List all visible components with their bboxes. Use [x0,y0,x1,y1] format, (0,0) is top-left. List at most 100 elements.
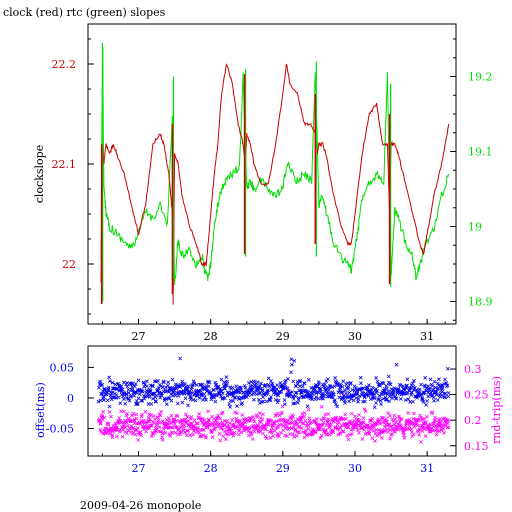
scatter-point [439,383,444,388]
scatter-point [242,384,247,388]
scatter-point [98,421,103,426]
scatter-point [260,417,265,422]
scatter-point [184,419,188,424]
scatter-point [299,426,304,430]
scatter-point [118,386,123,391]
scatter-point [370,422,374,427]
scatter-point [219,389,224,394]
scatter-point [289,370,293,375]
scatter-point [225,379,230,384]
scatter-point [346,384,351,389]
scatter-point [132,384,137,389]
slope-right-axis: 18.9 19 19.1 19.2 [450,38,493,321]
scatter-point [143,383,147,387]
scatter-point [361,420,366,425]
scatter-point [268,397,273,402]
scatter-point [109,414,113,419]
scatter-point [149,434,154,439]
scatter-point [378,398,383,403]
scatter-point [320,423,325,427]
scatter-point [336,420,341,425]
scatter-point [343,412,348,417]
scatter-point [169,421,173,426]
scatter-point [431,395,436,400]
scatter-point [226,432,230,437]
scatter-point [332,384,337,389]
scatter-point [391,390,396,394]
scatter-point [189,415,194,419]
scatter-point [142,380,146,385]
scatter-point [324,423,329,427]
scatter-point [365,385,370,390]
scatter-point [421,400,426,404]
scatter-point [240,401,245,405]
scatter-point [346,437,351,442]
scatter-point [159,384,163,389]
scatter-point [110,380,115,385]
scatter-point [167,418,172,423]
scatter-point [356,399,360,404]
scatter-point [423,375,428,380]
scatter-point [384,397,389,402]
scatter-point [293,394,298,398]
scatter-point [274,419,279,424]
scatter-point [149,402,154,406]
scatter-point [323,382,327,387]
scatter-point [265,388,270,392]
scatter-point [271,434,276,438]
scatter-point [440,386,445,390]
scatter-point [398,397,403,401]
scatter-point [223,437,228,441]
scatter-point [257,411,262,416]
scatter-point [348,381,353,385]
slope-ylabel: clockslope [33,145,46,203]
scatter-point [185,429,190,433]
scatter-point [249,430,253,435]
scatter-point [218,416,223,421]
scatter-point [381,396,386,401]
scatter-point [130,413,134,418]
scatter-point [182,423,187,428]
scatter-point [419,382,423,387]
scatter-point [333,398,337,403]
scatter-point [144,421,149,425]
scatter-point [155,415,160,420]
scatter-point [386,389,391,394]
scatter-point [360,437,365,441]
scatter-point [446,418,451,422]
scatter-point [173,430,178,435]
scatter-point [194,421,199,426]
scatter-point [240,413,245,417]
scatter-point [188,433,192,438]
scatter-point [394,396,399,400]
scatter-point [297,379,302,384]
scatter-point [204,397,208,402]
scatter-point [430,392,434,397]
scatter-point [310,432,315,437]
scatter-point [101,409,106,414]
scatter-point [123,401,128,406]
scatter-point [110,433,115,437]
slope-x-tick-label: 28 [204,330,218,343]
scatter-point [334,402,338,407]
scatter-point [106,422,111,426]
scatter-point [178,432,183,437]
scatter-point [359,381,363,386]
scatter-point [294,390,299,395]
slope-right-tick-label: 18.9 [468,296,493,309]
scatter-point [435,398,440,402]
scatter-point [239,430,244,435]
scatter-point [114,426,119,430]
scatter-point [369,388,374,392]
scatter-point [350,432,354,436]
scatter-point [126,396,131,401]
scatter-point [388,382,393,387]
scatter-point [121,409,126,414]
scatter-point [135,426,140,431]
scatter-point [301,395,306,400]
scatter-point [291,397,296,401]
scatter-point [218,438,223,443]
scatter-point [374,387,378,391]
scatter-point [140,389,145,394]
